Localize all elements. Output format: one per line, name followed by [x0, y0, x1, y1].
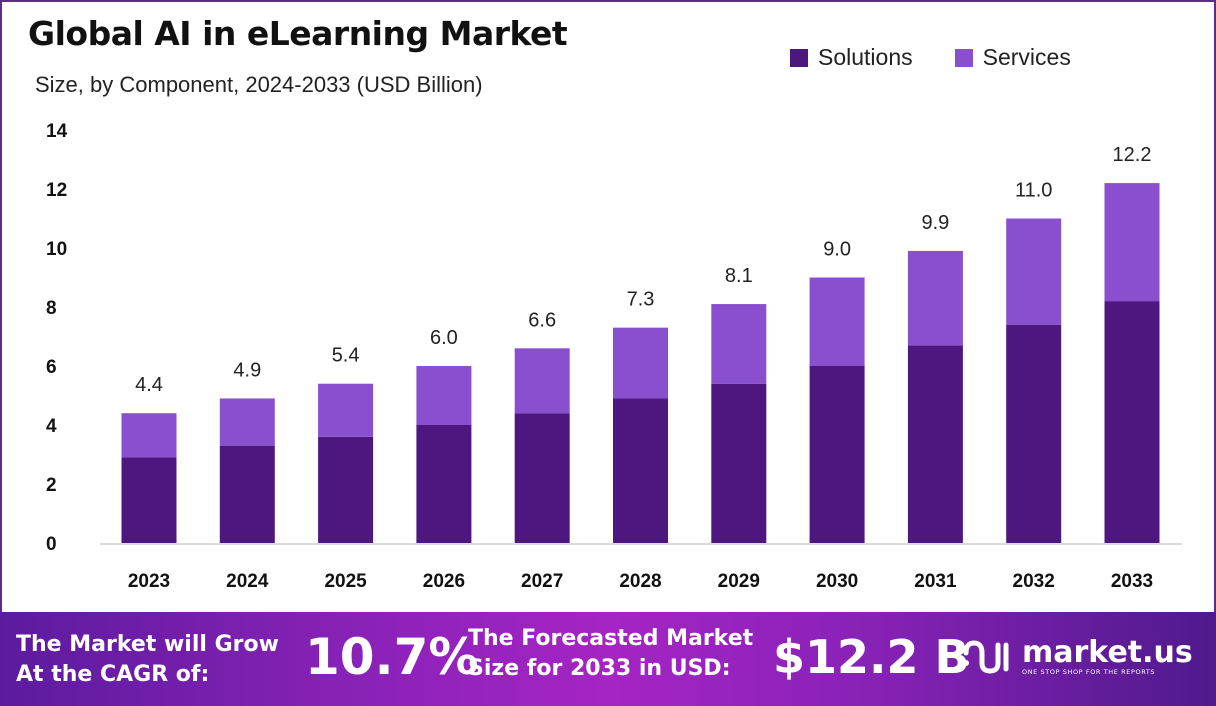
y-tick-label: 6	[46, 357, 57, 378]
x-tick-label: 2030	[816, 571, 858, 592]
bar-services-2028	[613, 327, 668, 399]
bar-services-2031	[907, 250, 963, 346]
legend-item-solutions: Solutions	[790, 44, 913, 71]
legend-swatch-services	[954, 48, 973, 67]
bar-chart: 0 2 4 6 8 10 12 14 4.4 2023 4.9 2024 5.4 2025 6.0 2026 6…	[46, 121, 1182, 592]
y-tick-label: 14	[46, 121, 68, 142]
bar-services-2025	[318, 383, 374, 437]
data-label-total: 4.4	[135, 374, 163, 396]
brand-name: market.us	[1022, 635, 1193, 670]
chart-title: Global AI in eLearning Market	[28, 14, 568, 53]
y-tick-label: 12	[46, 180, 67, 201]
x-tick-label: 2026	[423, 571, 465, 592]
data-label-total: 9.9	[921, 212, 949, 234]
brand-logo: market.us ONE STOP SHOP FOR THE REPORTS	[962, 638, 1193, 676]
y-tick-label: 10	[46, 239, 67, 260]
bar-solutions-2030	[809, 366, 865, 543]
y-tick-label: 4	[46, 416, 57, 437]
data-label-total: 6.6	[528, 309, 556, 331]
legend-label-services: Services	[982, 44, 1071, 70]
data-label-total: 6.0	[430, 327, 458, 349]
bar-services-2026	[416, 366, 472, 425]
cagr-value: 10.7%	[305, 628, 479, 686]
data-label-total: 11.0	[1015, 180, 1052, 202]
bar-services-2029	[711, 304, 767, 384]
bar-services-2027	[514, 348, 570, 414]
data-label-total: 12.2	[1113, 144, 1152, 166]
bar-services-2024	[219, 398, 275, 446]
bar-solutions-2027	[514, 413, 570, 543]
forecast-value: $12.2 B	[773, 630, 970, 684]
bar-services-2033	[1104, 183, 1160, 302]
bar-solutions-2024	[219, 445, 275, 543]
bar-solutions-2023	[121, 457, 177, 543]
x-tick-label: 2028	[619, 571, 661, 592]
legend-label-solutions: Solutions	[818, 44, 913, 70]
bar-services-2030	[809, 277, 865, 366]
data-label-total: 5.4	[332, 345, 360, 367]
x-tick-label: 2023	[128, 571, 170, 592]
legend-item-services: Services	[954, 44, 1071, 71]
data-label-total: 9.0	[823, 239, 851, 261]
bar-services-2032	[1006, 218, 1062, 325]
x-tick-label: 2027	[521, 571, 563, 592]
x-tick-label: 2029	[718, 571, 760, 592]
data-label-total: 7.3	[627, 289, 655, 311]
y-tick-label: 2	[46, 475, 57, 496]
y-tick-label: 0	[46, 534, 57, 555]
data-label-total: 4.9	[233, 359, 261, 381]
x-tick-label: 2024	[226, 571, 269, 592]
x-tick-label: 2025	[324, 571, 367, 592]
cagr-label-line2: At the CAGR of:	[16, 662, 210, 687]
legend-swatch-solutions	[790, 48, 808, 67]
brand-tagline: ONE STOP SHOP FOR THE REPORTS	[1022, 668, 1156, 676]
footer-banner: The Market will Grow At the CAGR of: 10.…	[0, 612, 1216, 706]
cagr-label: The Market will Grow At the CAGR of:	[16, 630, 279, 690]
bar-solutions-2032	[1006, 324, 1062, 543]
bar-solutions-2033	[1104, 301, 1160, 543]
bar-solutions-2029	[711, 383, 767, 543]
data-label-total: 8.1	[725, 265, 753, 287]
bar-solutions-2031	[907, 345, 963, 543]
y-tick-label: 8	[46, 298, 57, 319]
cagr-label-line1: The Market will Grow	[16, 632, 279, 657]
forecast-label: The Forecasted Market Size for 2033 in U…	[468, 624, 753, 684]
forecast-label-line2: Size for 2033 in USD:	[468, 656, 731, 681]
chart-subtitle: Size, by Component, 2024-2033 (USD Billi…	[35, 72, 483, 97]
bar-solutions-2025	[318, 436, 374, 543]
legend: Solutions Services	[790, 44, 1071, 71]
bar-solutions-2026	[416, 425, 472, 543]
x-tick-label: 2031	[914, 571, 957, 592]
brand-logo-icon	[963, 640, 1009, 674]
bar-solutions-2028	[613, 398, 668, 543]
forecast-label-line1: The Forecasted Market	[468, 626, 754, 651]
x-tick-label: 2032	[1013, 571, 1055, 592]
bar-services-2023	[121, 413, 177, 458]
x-tick-label: 2033	[1111, 571, 1153, 592]
